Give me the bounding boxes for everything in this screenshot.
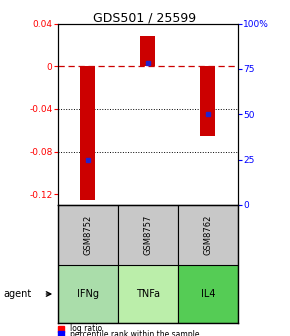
Bar: [118, 205, 178, 265]
Text: TNFa: TNFa: [136, 289, 160, 299]
Bar: [140, 36, 155, 66]
Text: percentile rank within the sample: percentile rank within the sample: [70, 330, 199, 336]
Text: GSM8752: GSM8752: [84, 215, 93, 255]
Text: GDS501 / 25599: GDS501 / 25599: [93, 12, 197, 25]
Bar: [200, 66, 215, 136]
Bar: [178, 205, 238, 265]
Bar: [178, 265, 238, 323]
Bar: [58, 265, 118, 323]
Text: IL4: IL4: [201, 289, 215, 299]
Text: IFNg: IFNg: [77, 289, 99, 299]
Text: agent: agent: [3, 289, 31, 299]
Bar: [80, 66, 95, 200]
Bar: [118, 265, 178, 323]
Text: GSM8762: GSM8762: [203, 215, 212, 255]
Text: GSM8757: GSM8757: [143, 215, 153, 255]
Bar: [58, 205, 118, 265]
Text: log ratio: log ratio: [70, 324, 102, 333]
